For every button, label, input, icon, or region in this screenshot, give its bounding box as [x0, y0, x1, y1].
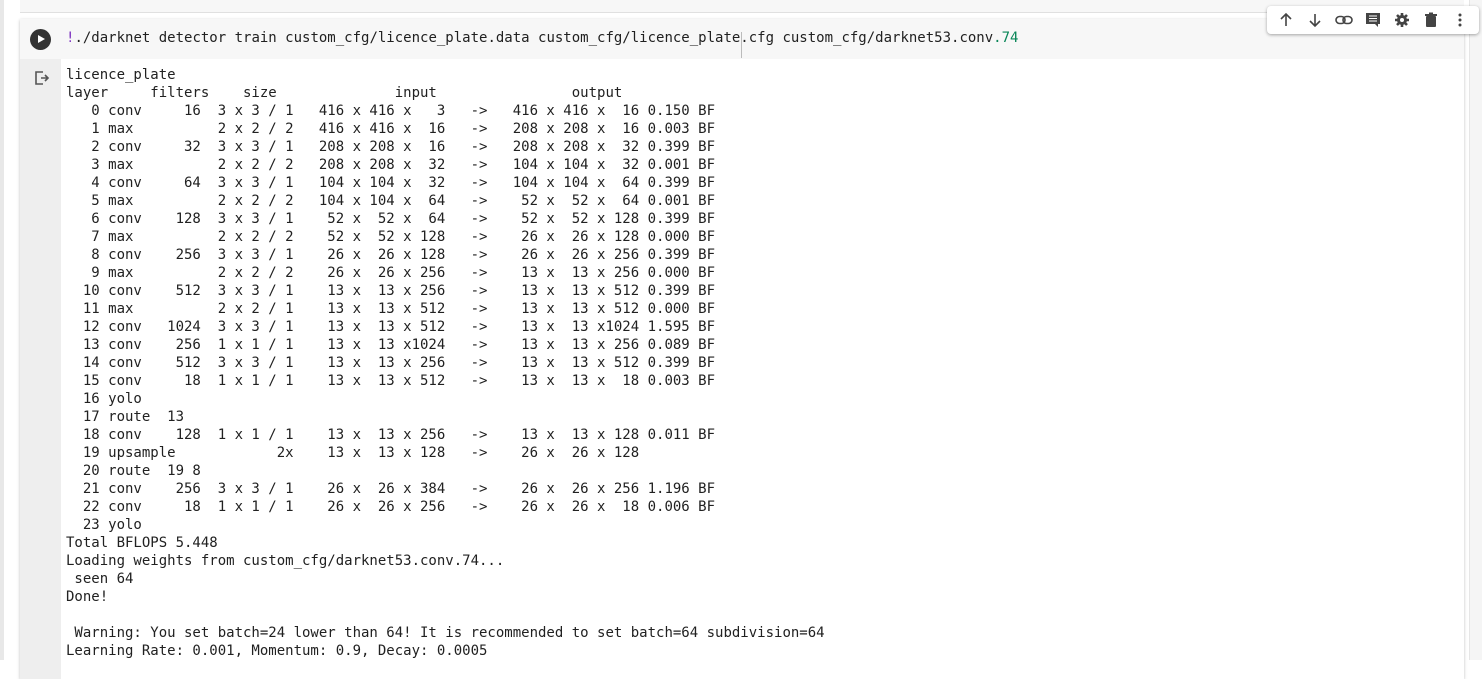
- output-line: 16 yolo: [66, 391, 142, 407]
- previous-cell[interactable]: [20, 0, 1464, 13]
- output-line: [66, 606, 825, 624]
- text-cursor: [741, 32, 742, 58]
- output-line: 0 conv 16 3 x 3 / 1 416 x 416 x 3 -> 416…: [66, 103, 716, 119]
- command-text: ./darknet detector train custom_cfg/lice…: [74, 30, 994, 46]
- output-line: seen 64: [66, 571, 134, 587]
- output-line: Done!: [66, 589, 109, 605]
- comment-icon[interactable]: [1362, 9, 1384, 31]
- output-line: 23 yolo: [66, 517, 142, 533]
- output-line: 2 conv 32 3 x 3 / 1 208 x 208 x 16 -> 20…: [66, 139, 716, 155]
- output-line: 11 max 2 x 2 / 1 13 x 13 x 512 -> 13 x 1…: [66, 301, 716, 317]
- output-line: 13 conv 256 1 x 1 / 1 13 x 13 x1024 -> 1…: [66, 337, 716, 353]
- output-line: 3 max 2 x 2 / 2 208 x 208 x 32 -> 104 x …: [66, 157, 716, 173]
- output-line: 10 conv 512 3 x 3 / 1 13 x 13 x 256 -> 1…: [66, 283, 716, 299]
- trash-icon[interactable]: [1420, 9, 1442, 31]
- code-cell[interactable]: !./darknet detector train custom_cfg/lic…: [20, 6, 1479, 679]
- command-number: .74: [993, 30, 1019, 46]
- code-editor[interactable]: !./darknet detector train custom_cfg/lic…: [66, 30, 1018, 46]
- output-line: 14 conv 512 3 x 3 / 1 13 x 13 x 256 -> 1…: [66, 355, 716, 371]
- output-line: layer filters size input output: [66, 85, 623, 101]
- output-line: 8 conv 256 3 x 3 / 1 26 x 26 x 128 -> 26…: [66, 247, 716, 263]
- output-line: 5 max 2 x 2 / 2 104 x 104 x 64 -> 52 x 5…: [66, 193, 716, 209]
- output-line: 9 max 2 x 2 / 2 26 x 26 x 256 -> 13 x 13…: [66, 265, 716, 281]
- output-line: Warning: You set batch=24 lower than 64!…: [66, 625, 825, 641]
- scrollbar[interactable]: [1469, 0, 1482, 660]
- page-left-border: [0, 0, 4, 660]
- arrow-down-icon[interactable]: [1304, 9, 1326, 31]
- output-line: licence_plate: [66, 67, 176, 83]
- output-line: Learning Rate: 0.001, Momentum: 0.9, Dec…: [66, 643, 488, 659]
- arrow-up-icon[interactable]: [1275, 9, 1297, 31]
- shell-bang: !: [66, 30, 75, 46]
- output-line: 21 conv 256 3 x 3 / 1 26 x 26 x 384 -> 2…: [66, 481, 716, 497]
- more-vert-icon[interactable]: [1449, 9, 1471, 31]
- output-line: 15 conv 18 1 x 1 / 1 13 x 13 x 512 -> 13…: [66, 373, 716, 389]
- output-line: 1 max 2 x 2 / 2 416 x 416 x 16 -> 208 x …: [66, 121, 716, 137]
- cell-toolbar: [1267, 6, 1479, 34]
- output-line: Loading weights from custom_cfg/darknet5…: [66, 553, 505, 569]
- output-arrow-icon[interactable]: [34, 70, 50, 86]
- output-line: 12 conv 1024 3 x 3 / 1 13 x 13 x 512 -> …: [66, 319, 716, 335]
- output-line: 18 conv 128 1 x 1 / 1 13 x 13 x 256 -> 1…: [66, 427, 716, 443]
- output-gutter: [20, 59, 61, 679]
- output-line: 7 max 2 x 2 / 2 52 x 52 x 128 -> 26 x 26…: [66, 229, 716, 245]
- output-line: 4 conv 64 3 x 3 / 1 104 x 104 x 32 -> 10…: [66, 175, 716, 191]
- cell-input[interactable]: !./darknet detector train custom_cfg/lic…: [20, 19, 1464, 59]
- play-circle-icon[interactable]: [30, 29, 51, 50]
- output-line: 22 conv 18 1 x 1 / 1 26 x 26 x 256 -> 26…: [66, 499, 716, 515]
- output-line: 17 route 13: [66, 409, 185, 425]
- output-line: 19 upsample 2x 13 x 13 x 128 -> 26 x 26 …: [66, 445, 640, 461]
- link-icon[interactable]: [1333, 9, 1355, 31]
- output-line: Total BFLOPS 5.448: [66, 535, 218, 551]
- output-line: 6 conv 128 3 x 3 / 1 52 x 52 x 64 -> 52 …: [66, 211, 716, 227]
- output-line: 20 route 19 8: [66, 463, 201, 479]
- gear-icon[interactable]: [1391, 9, 1413, 31]
